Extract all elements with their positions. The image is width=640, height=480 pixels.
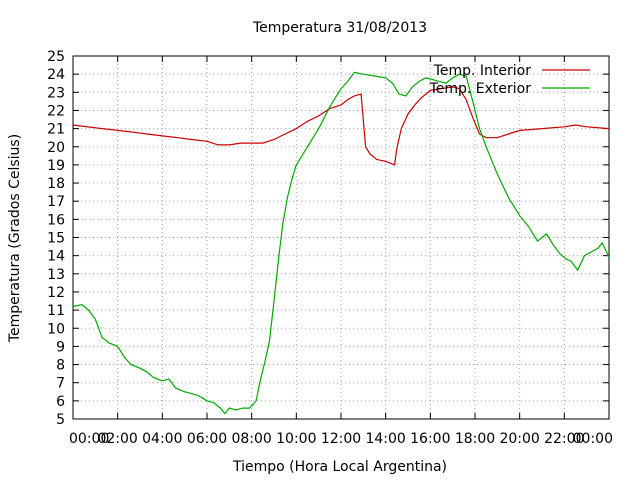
legend-label-interior: Temp. Interior [433, 63, 532, 79]
y-tick-label: 21 [47, 122, 65, 138]
x-axis-title: Tiempo (Hora Local Argentina) [232, 459, 447, 475]
y-tick-label: 25 [47, 49, 65, 65]
y-tick-label: 10 [47, 321, 65, 337]
y-tick-label: 8 [56, 358, 65, 374]
y-tick-label: 22 [47, 103, 65, 119]
y-tick-label: 24 [47, 67, 65, 83]
y-axis-title: Temperatura (Grados Celsius) [7, 134, 23, 343]
chart-title: Temperatura 31/08/2013 [252, 20, 427, 36]
x-tick-label: 16:00 [410, 431, 450, 447]
x-tick-label: 10:00 [276, 431, 316, 447]
y-tick-label: 5 [56, 412, 65, 428]
series-line-exterior [72, 71, 610, 415]
y-tick-label: 23 [47, 85, 65, 101]
y-tick-label: 19 [47, 158, 65, 174]
x-tick-label: 22:00 [544, 431, 584, 447]
x-tick-label: 00:00 [69, 431, 109, 447]
y-tick-label: 6 [56, 394, 65, 410]
legend-label-exterior: Temp. Exterior [429, 81, 532, 97]
x-tick-label: 08:00 [231, 431, 271, 447]
ticks-layer: 5 6 7 8 9 10 11 12 13 14 15 16 17 18 19 20 21 22 23 24 25 00:… [47, 49, 613, 447]
series-layer [72, 71, 610, 415]
x-tick-label: 06:00 [187, 431, 227, 447]
x-tick-label: 04:00 [142, 431, 182, 447]
x-tick-label: 14:00 [365, 431, 405, 447]
series-line-interior [72, 86, 610, 166]
y-tick-label: 11 [47, 303, 65, 319]
x-tick-label: 00:00 [573, 431, 613, 447]
y-tick-label: 7 [56, 376, 65, 392]
y-tick-label: 12 [47, 285, 65, 301]
y-tick-label: 20 [47, 140, 65, 156]
grid-layer [73, 56, 609, 419]
y-tick-label: 9 [56, 339, 65, 355]
legend: Temp. Interior Temp. Exterior [429, 63, 590, 97]
y-tick-label: 15 [47, 231, 65, 247]
x-tick-label: 20:00 [499, 431, 539, 447]
y-tick-label: 18 [47, 176, 65, 192]
y-tick-label: 16 [47, 212, 65, 228]
x-tick-label: 18:00 [455, 431, 495, 447]
x-tick-label: 02:00 [97, 431, 137, 447]
y-tick-label: 14 [47, 249, 65, 265]
y-tick-label: 13 [47, 267, 65, 283]
x-tick-label: 12:00 [321, 431, 361, 447]
y-tick-label: 17 [47, 194, 65, 210]
